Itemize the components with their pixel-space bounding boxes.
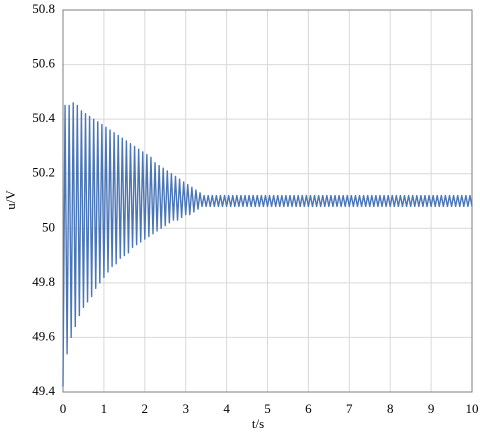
y-axis-label: u/V: [3, 190, 18, 210]
y-tick-label: 50.4: [32, 110, 55, 125]
data-line: [62, 102, 473, 387]
y-tick-label: 49.8: [32, 274, 55, 289]
x-tick-label: 9: [428, 401, 435, 416]
x-tick-label: 4: [223, 401, 230, 416]
x-tick-label: 6: [305, 401, 312, 416]
y-tick-label: 50.2: [32, 165, 55, 180]
y-tick-label: 49.6: [32, 328, 55, 343]
y-tick-label: 50: [42, 219, 55, 234]
x-axis-label: t/s: [252, 416, 264, 431]
x-tick-label: 1: [101, 401, 108, 416]
x-tick-label: 3: [182, 401, 189, 416]
x-tick-label: 0: [60, 401, 67, 416]
plot-frame: [62, 9, 473, 393]
y-tick-label: 49.4: [32, 383, 55, 398]
x-tick-label: 5: [264, 401, 271, 416]
x-tick-label: 8: [387, 401, 394, 416]
y-tick-label: 50.6: [32, 56, 55, 71]
x-tick-label: 2: [142, 401, 149, 416]
x-tick-label: 7: [346, 401, 353, 416]
y-tick-label: 50.8: [32, 1, 55, 16]
x-tick-label: 10: [466, 401, 479, 416]
